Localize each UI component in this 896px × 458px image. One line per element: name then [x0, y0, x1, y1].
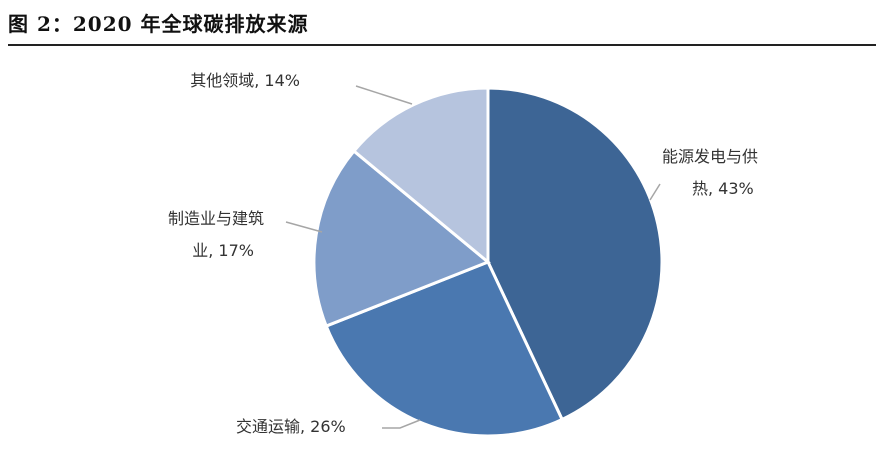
pie-slice-3: [351, 86, 490, 266]
slice-labels: 能源发电与供热, 43% 交通运输, 26% 制造业与建筑业, 17% 其他领域, 1…: [168, 71, 758, 436]
slice-label-2: 制造业与建筑业, 17%: [168, 209, 264, 260]
slice-label-0: 能源发电与供热, 43%: [662, 147, 758, 198]
slice-label-0-line-0: 能源发电与供: [662, 147, 758, 166]
slice-label-3-line-0: 其他领域, 14%: [190, 71, 300, 90]
slice-label-1-line-0: 交通运输, 26%: [236, 417, 346, 436]
slice-label-2-line-0: 制造业与建筑: [168, 209, 264, 228]
pie-slice-0: [486, 86, 664, 422]
slice-label-3: 其他领域, 14%: [190, 71, 300, 90]
pie-slice-1: [324, 260, 565, 438]
title-rule: [8, 44, 876, 46]
slice-label-2-line-1: 业, 17%: [192, 241, 254, 260]
slice-label-0-line-1: 热, 43%: [692, 179, 754, 198]
leader-line-0: [649, 183, 661, 201]
slice-label-1: 交通运输, 26%: [236, 417, 346, 436]
pie-slice-2: [312, 148, 491, 328]
leader-line-2: [285, 221, 323, 233]
figure-title: 图 2：2020 年全球碳排放来源: [8, 12, 309, 36]
leader-line-1: [382, 419, 421, 429]
pie-slices: [312, 86, 664, 438]
leader-line-3: [355, 85, 413, 105]
leader-lines: [285, 85, 661, 429]
